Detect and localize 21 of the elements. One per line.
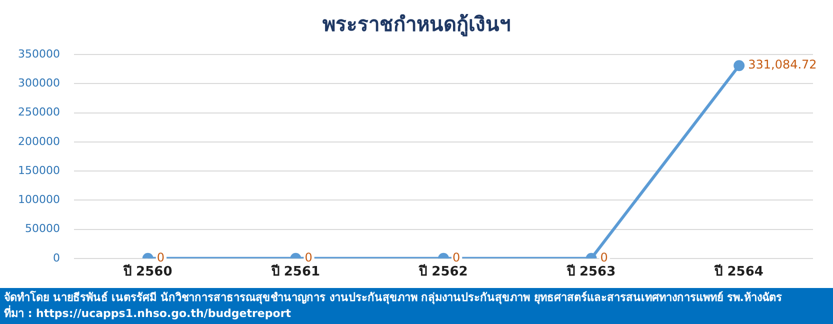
y-tick-label: 300000 [18,76,60,90]
x-tick-label: ปี 2561 [270,264,320,280]
y-tick-label: 250000 [18,106,60,119]
y-tick-label: 100000 [18,193,60,206]
x-tick-label: ปี 2563 [566,264,616,280]
text: จัดทำโดย นายธีรพันธ์ เนตรรัศมี นักวิชาการสาธารณสุขชำนาญการ งานประกันสุขภาพ กลุ่มงานประกันสุขภาพ ยุทธศาสตร์และสารสนเทศทางการแพทย์ รพ.ห้างฉัตร [4,290,783,305]
data-label: 0 [304,250,312,265]
y-tick-label: 50000 [24,222,60,236]
chart-title: พระราชกำหนดกู้เงินฯ [322,11,512,38]
data-label: 0 [600,250,608,265]
y-tick-label: 200000 [18,134,60,148]
x-tick-label: ปี 2560 [122,264,172,280]
x-tick-label: ปี 2564 [714,264,764,280]
data-label: 331,084.72 [748,58,817,72]
y-tick-label: 350000 [18,47,60,60]
data-label: 0 [156,250,165,265]
text: ที่มา : https://ucapps1.nhso.go.th/budgetreport [4,306,292,322]
y-tick-label: 0 [52,251,60,264]
y-tick-label: 150000 [18,164,60,177]
data-label: 0 [452,250,460,265]
x-tick-label: ปี 2562 [418,264,468,280]
